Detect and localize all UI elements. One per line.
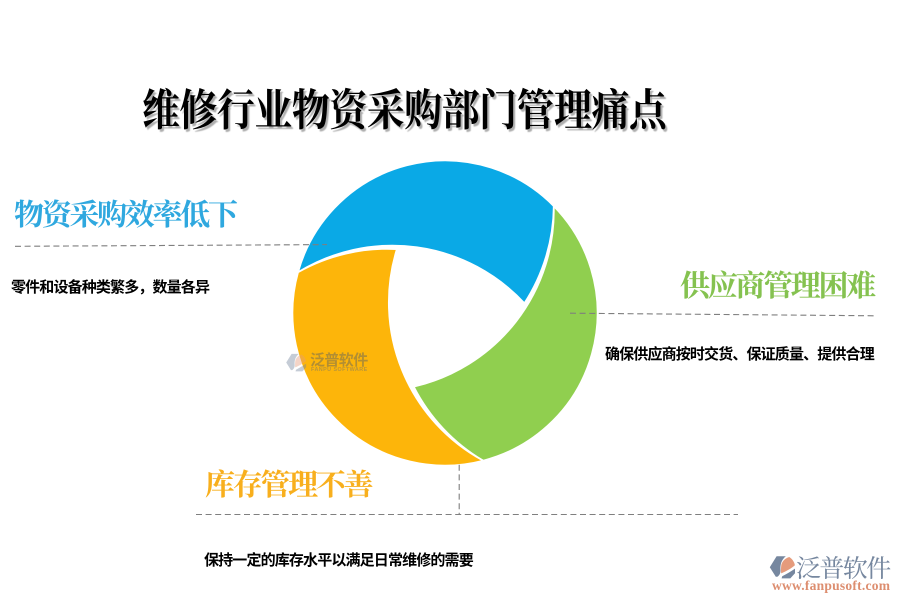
watermark-brand-text: 泛普软件 (310, 349, 368, 370)
desc-inventory-management: 保持一定的库存水平以满足日常维修的需要 (204, 549, 474, 570)
footer-url-text: www.fanpusoft.com (772, 578, 891, 593)
leader-line-supplier (569, 312, 878, 317)
watermark-logo-icon (286, 353, 307, 372)
desc-procurement-efficiency: 零件和设备种类繁多，数量各异 (11, 276, 210, 297)
pie-segment-inventory-management[interactable] (241, 212, 553, 498)
leader-line-procurement (14, 244, 328, 247)
label-supplier-management: 供应商管理困难 (680, 261, 876, 305)
watermark-sub-text: FANPU SOFTWARE (311, 367, 368, 373)
footer-brand-text: 泛普软件 (796, 549, 891, 585)
page-title: 维修行业物资采购部门管理痛点 (142, 74, 667, 139)
desc-supplier-management: 确保供应商按时交货、保证质量、提供合理 (605, 343, 875, 364)
fanpu-logo-icon (769, 556, 795, 579)
label-procurement-efficiency: 物资采购效率低下 (14, 190, 238, 234)
label-inventory-management: 库存管理不善 (205, 460, 374, 504)
